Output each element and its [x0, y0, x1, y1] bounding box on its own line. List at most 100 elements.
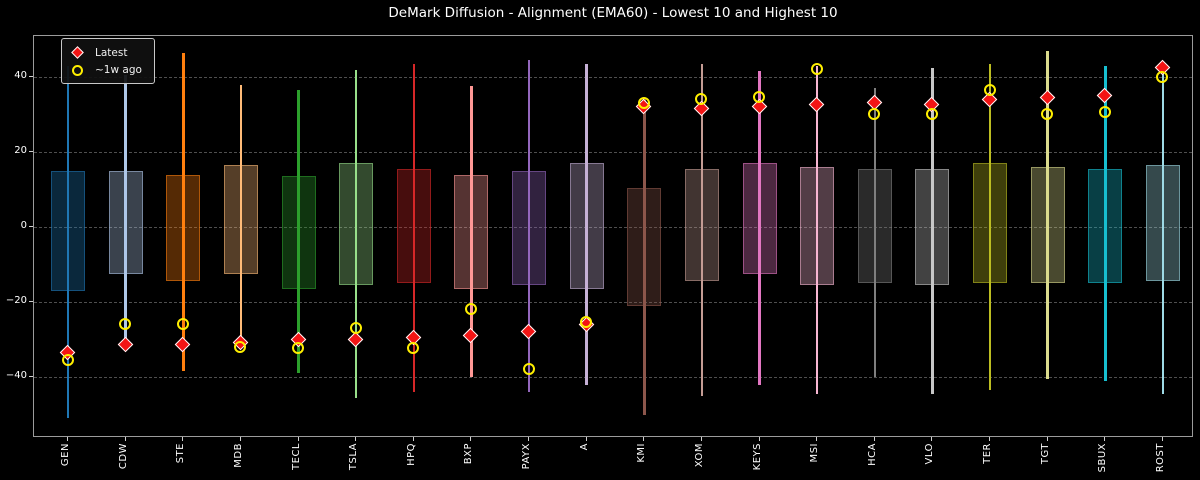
y-tick-label: 20 [14, 145, 27, 156]
whisker-line-xom [700, 63, 704, 396]
whisker-line-hpq [412, 63, 416, 392]
x-tick-label-tsla: TSLA [348, 443, 360, 471]
legend-label: Latest [95, 46, 128, 59]
latest-marker-sbux [1097, 87, 1113, 104]
week-ago-marker-cdw [119, 318, 132, 330]
x-tick-label-tgt: TGT [1039, 443, 1051, 465]
gridline [34, 377, 1192, 378]
x-tick-label-cdw: CDW [117, 443, 129, 470]
x-tick-mark [1046, 437, 1048, 441]
x-tick-mark [758, 437, 760, 441]
week-ago-marker-xom [695, 93, 708, 105]
gridline [34, 227, 1192, 228]
whisker-line-kmi [643, 97, 646, 415]
x-tick-mark [412, 437, 414, 441]
week-ago-marker-tgt [1041, 108, 1054, 120]
x-tick-label-xom: XOM [693, 443, 705, 468]
week-ago-marker-vlo [925, 108, 938, 120]
x-tick-label-rost: ROST [1154, 443, 1166, 473]
x-tick-mark [1161, 437, 1163, 441]
legend: Latest ~1w ago [61, 38, 155, 84]
latest-marker-tgt [1039, 89, 1055, 105]
whisker-line-tsla [354, 69, 358, 398]
whisker-line-msi [815, 65, 819, 394]
week-ago-marker-msi [810, 63, 823, 75]
x-tick-mark [931, 437, 933, 441]
week-ago-marker-keys [753, 91, 766, 104]
week-ago-marker-gen [61, 353, 74, 366]
week-ago-marker-ste [176, 318, 189, 330]
x-tick-mark [239, 437, 241, 441]
gridline [34, 152, 1192, 153]
x-tick-mark [700, 437, 702, 441]
legend-item-week-ago: ~1w ago [70, 61, 146, 78]
latest-marker-ste [174, 336, 191, 353]
x-tick-mark [585, 437, 587, 441]
y-tick-label: 0 [20, 220, 27, 231]
week-ago-marker-ter [983, 83, 996, 96]
gridline [34, 77, 1192, 78]
week-ago-marker-tecl [292, 342, 305, 355]
plot-area [33, 35, 1193, 437]
red-diamond-icon [70, 46, 86, 60]
y-tick-mark [29, 76, 33, 77]
whisker-line-a [585, 63, 588, 385]
y-tick-mark [29, 151, 33, 152]
week-ago-marker-bxp [464, 303, 477, 315]
whisker-line-gen [66, 65, 70, 419]
x-tick-label-payx: PAYX [521, 443, 533, 470]
x-tick-label-keys: KEYS [751, 443, 763, 471]
y-tick-mark [29, 226, 33, 227]
whisker-line-sbux [1104, 65, 1107, 381]
latest-marker-bxp [463, 327, 479, 344]
whisker-line-tecl [297, 90, 300, 374]
x-tick-label-ste: STE [175, 443, 187, 464]
week-ago-marker-kmi [637, 96, 650, 109]
whisker-line-hca [873, 88, 877, 377]
whisker-line-rost [1161, 67, 1165, 394]
week-ago-marker-tsla [349, 321, 362, 334]
legend-item-latest: Latest [70, 44, 146, 61]
x-tick-mark [643, 437, 645, 441]
week-ago-marker-payx [522, 363, 535, 375]
week-ago-marker-hpq [407, 342, 420, 355]
y-tick-mark [29, 301, 33, 302]
whisker-line-cdw [124, 75, 127, 346]
x-tick-label-hpq: HPQ [405, 443, 417, 466]
whisker-line-mdb [239, 84, 243, 349]
legend-label: ~1w ago [95, 63, 142, 76]
x-tick-label-mdb: MDB [232, 443, 244, 468]
whisker-line-tgt [1046, 50, 1049, 379]
week-ago-marker-rost [1156, 70, 1169, 83]
gridline [34, 302, 1192, 303]
x-tick-mark [67, 437, 68, 441]
x-tick-label-bxp: BXP [463, 443, 475, 465]
x-tick-label-vlo: VLO [924, 443, 936, 465]
y-tick-label: 40 [14, 70, 27, 81]
chart-title: DeMark Diffusion - Alignment (EMA60) - L… [388, 5, 838, 21]
x-tick-label-gen: GEN [60, 443, 71, 467]
x-tick-label-sbux: SBUX [1097, 443, 1109, 473]
y-tick-label: −40 [5, 370, 27, 381]
whisker-line-payx [527, 60, 531, 392]
whisker-line-ter [988, 63, 992, 391]
x-tick-mark [355, 437, 357, 441]
whisker-line-keys [758, 71, 761, 385]
x-tick-mark [1104, 437, 1106, 441]
week-ago-marker-mdb [234, 340, 247, 353]
week-ago-marker-a [580, 316, 593, 329]
x-tick-mark [182, 437, 184, 441]
x-tick-mark [989, 437, 991, 441]
week-ago-marker-sbux [1098, 106, 1111, 119]
x-tick-label-ter: TER [982, 443, 994, 464]
week-ago-marker-hca [868, 108, 881, 120]
latest-marker-msi [808, 96, 825, 113]
y-tick-mark [29, 376, 33, 377]
x-tick-mark [297, 437, 299, 441]
x-tick-label-hca: HCA [866, 443, 878, 466]
x-tick-label-tecl: TECL [290, 443, 302, 470]
x-tick-mark [124, 437, 126, 441]
whisker-line-ste [182, 52, 185, 372]
x-tick-mark [528, 437, 530, 441]
